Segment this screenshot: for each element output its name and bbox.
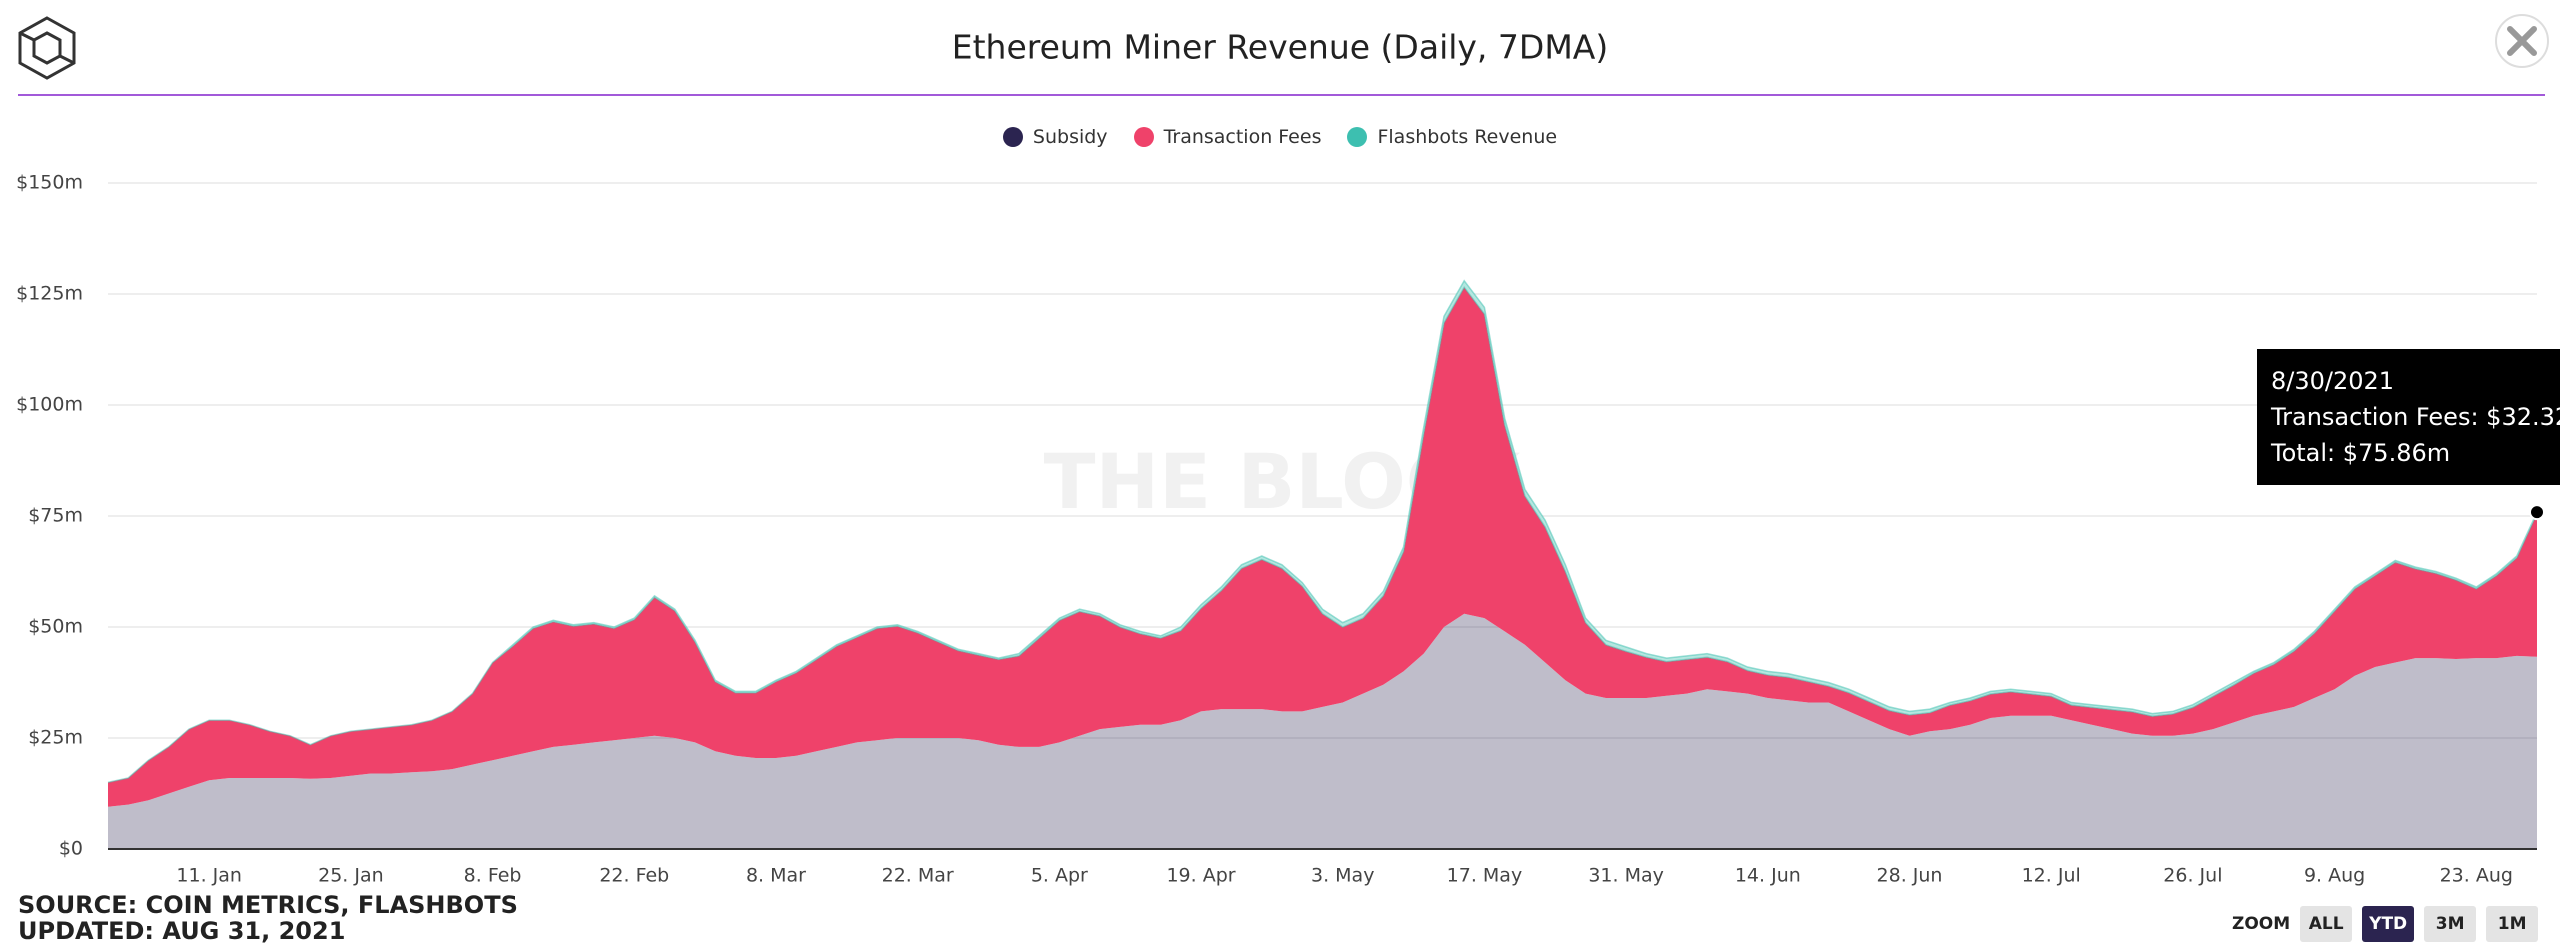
y-tick-label: $50m xyxy=(28,616,83,638)
x-tick-label: 26. Jul xyxy=(2163,865,2222,887)
zoom-button[interactable]: 1M xyxy=(2486,906,2539,942)
x-tick-label: 5. Apr xyxy=(1031,865,1088,887)
tooltip: 8/30/2021 Transaction Fees: $32.32m Total:… xyxy=(2257,349,2560,485)
legend-item[interactable]: Transaction Fees xyxy=(1133,126,1322,148)
legend-item[interactable]: Flashbots Revenue xyxy=(1347,126,1557,148)
tooltip-point xyxy=(2529,504,2545,521)
zoom-button[interactable]: YTD xyxy=(2362,906,2415,942)
legend-marker xyxy=(1002,127,1023,147)
legend: Subsidy Transaction Fees Flashbots Revenue xyxy=(0,126,2560,148)
source: SOURCE: COIN METRICS, FLASHBOTS xyxy=(18,891,518,919)
logo xyxy=(18,16,76,80)
x-tick-label: 3. May xyxy=(1311,865,1374,887)
x-tick-label: 14. Jun xyxy=(1735,865,1801,887)
y-tick-label: $0 xyxy=(59,838,83,860)
x-tick-label: 28. Jun xyxy=(1877,865,1943,887)
x-tick-label: 31. May xyxy=(1588,865,1664,887)
legend-label: Transaction Fees xyxy=(1163,126,1322,148)
area-0 xyxy=(108,613,2537,849)
x-tick-label: 22. Feb xyxy=(599,865,669,887)
x-tick-label: 9. Aug xyxy=(2304,865,2365,887)
legend-label: Subsidy xyxy=(1032,126,1108,148)
y-tick-label: $150m xyxy=(16,172,83,194)
x-tick-label: 8. Feb xyxy=(464,865,522,887)
x-tick-label: 19. Apr xyxy=(1166,865,1235,887)
x-tick-label: 23. Aug xyxy=(2440,865,2513,887)
y-tick-label: $75m xyxy=(28,505,83,527)
tooltip-line: Transaction Fees: $32.32m xyxy=(2271,403,2560,431)
x-tick-label: 8. Mar xyxy=(746,865,806,887)
y-tick-label: $125m xyxy=(16,283,83,305)
legend-marker xyxy=(1347,127,1368,147)
tooltip-line: Total: $75.86m xyxy=(2271,439,2451,467)
zoom-button[interactable]: 3M xyxy=(2424,906,2477,942)
tooltip-date: 8/30/2021 xyxy=(2271,367,2395,395)
source-note: SOURCE: COIN METRICS, FLASHBOTS UPDATED: … xyxy=(18,892,518,944)
legend-label: Flashbots Revenue xyxy=(1377,126,1558,148)
x-tick-label: 22. Mar xyxy=(882,865,954,887)
y-tick-label: $25m xyxy=(28,727,83,749)
area-1 xyxy=(108,287,2537,807)
x-tick-label: 12. Jul xyxy=(2022,865,2081,887)
x-tick-label: 11. Jan xyxy=(176,865,242,887)
x-tick-label: 25. Jan xyxy=(318,865,384,887)
y-tick-label: $100m xyxy=(16,394,83,416)
zoom-label: ZOOM xyxy=(2232,914,2291,934)
zoom-button[interactable]: ALL xyxy=(2300,906,2353,942)
legend-marker xyxy=(1133,127,1154,147)
chart-title: Ethereum Miner Revenue (Daily, 7DMA) xyxy=(952,28,1609,67)
updated: UPDATED: AUG 31, 2021 xyxy=(18,917,346,945)
legend-item[interactable]: Subsidy xyxy=(1002,126,1108,148)
close-button[interactable] xyxy=(2495,14,2549,68)
zoom-controls: ZOOM ALL YTD 3M 1M xyxy=(2232,906,2539,942)
x-tick-label: 17. May xyxy=(1447,865,1523,887)
